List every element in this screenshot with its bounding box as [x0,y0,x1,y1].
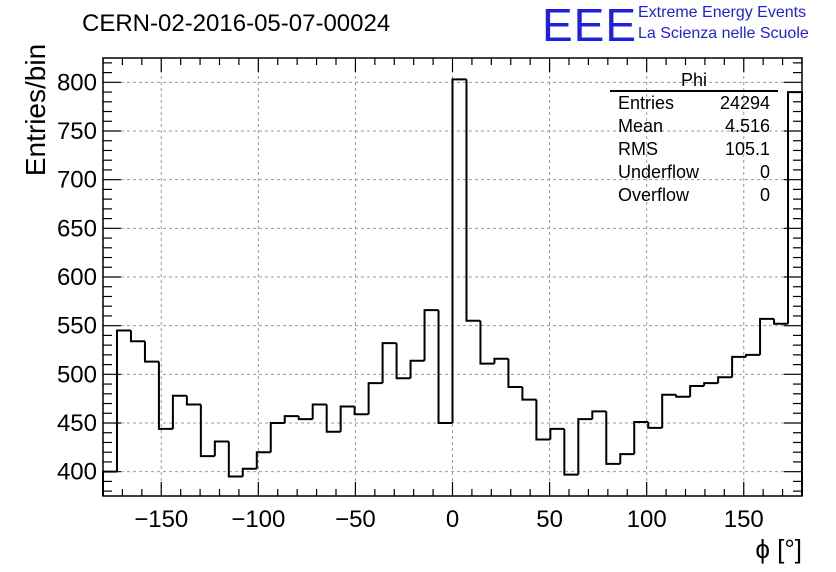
y-tick-label: 650 [57,215,97,242]
histogram-bin [563,428,579,476]
x-tick-label: 100 [627,506,667,533]
histogram-bin [759,317,775,355]
run-title: CERN-02-2016-05-07-00024 [82,10,391,37]
x-tick-label: −150 [134,506,188,533]
histogram-bin [535,399,551,441]
x-tick-label: −50 [335,506,376,533]
eee-logo: EEE [542,0,638,51]
histogram-bin [717,376,733,384]
histogram-bin [171,394,187,429]
stats-label: Underflow [618,162,700,182]
stats-value: 4.516 [724,116,770,136]
histogram-bin [689,385,705,397]
histogram-bin [787,91,803,496]
x-tick-label: −100 [231,506,285,533]
histogram-bin [493,357,509,364]
histogram-bin [157,361,173,430]
histogram-bin [661,393,677,428]
x-tick-label: 0 [446,506,459,533]
histogram-bin [465,79,481,322]
stats-row-entries: Entries 24294 [610,92,778,115]
y-tick-label: 700 [57,167,97,194]
stats-label: RMS [618,139,658,159]
stats-row-mean: Mean 4.516 [610,115,778,138]
x-tick-label: 50 [536,506,563,533]
histogram-bin [102,470,117,496]
histogram-bin [269,422,285,453]
x-tick-label: 150 [724,506,764,533]
histogram-bin [227,441,243,478]
histogram-bin [577,418,593,475]
histogram-bin [451,78,467,423]
histogram-bin [395,343,411,380]
histogram-bin [605,411,621,465]
histogram-bin [633,421,649,455]
histogram-bin [143,341,159,363]
eee-logo-line-2: La Scienza nelle Scuole [638,25,809,42]
histogram-bin [213,440,229,457]
stats-label: Entries [618,93,675,113]
histogram-bin [185,395,201,406]
y-tick-label: 600 [57,264,97,291]
histogram-bin [773,318,789,325]
y-tick-label: 550 [57,313,97,340]
histogram-bin [297,416,313,421]
histogram-bin [703,382,719,387]
y-tick-label: 450 [57,410,97,437]
histogram-bin [241,467,257,477]
histogram-bin [507,358,523,388]
stats-row-overflow: Overflow 0 [610,184,778,207]
histogram-bin [367,382,383,415]
histogram-bin [381,342,397,384]
x-axis-label: ϕ [°] [755,534,802,564]
stats-value: 0 [759,162,770,182]
histogram-bin [619,453,635,464]
histogram-bin [353,406,369,416]
histogram-bin [255,451,271,469]
stats-row-underflow: Underflow 0 [610,161,778,184]
histogram-bin [129,330,145,343]
stats-value: 105.1 [724,139,770,159]
y-tick-label: 500 [57,361,97,388]
histogram-bin [423,309,439,361]
stats-value: 24294 [719,93,770,113]
y-tick-label: 750 [57,118,97,145]
histogram-bin [591,410,607,420]
histogram-bin [115,329,131,472]
y-tick-label: 400 [57,459,97,486]
eee-logo-line-1: Extreme Energy Events [638,4,807,21]
stats-row-rms: RMS 105.1 [610,138,778,161]
histogram-bin [283,415,299,423]
histogram-bin [745,353,761,357]
histogram-bin [339,405,355,432]
histogram-bin [199,404,215,458]
histogram-bin [437,310,453,424]
stats-label: Overflow [618,185,690,205]
histogram-bin [549,427,565,440]
y-tick-label: 800 [57,69,97,96]
stats-box: Phi Entries 24294 Mean 4.516 RMS 105.1 U… [610,70,778,207]
stats-value: 0 [759,185,770,205]
stats-label: Mean [618,116,664,136]
histogram-bin [521,386,537,401]
histogram-bin [647,422,663,429]
histogram-bin [325,404,341,433]
histogram-bin [409,359,425,379]
histogram-bin [731,355,747,378]
histogram-bin [311,403,327,420]
histogram-bin [479,320,495,365]
histogram-bin [675,394,691,398]
stats-title: Phi [610,70,778,92]
